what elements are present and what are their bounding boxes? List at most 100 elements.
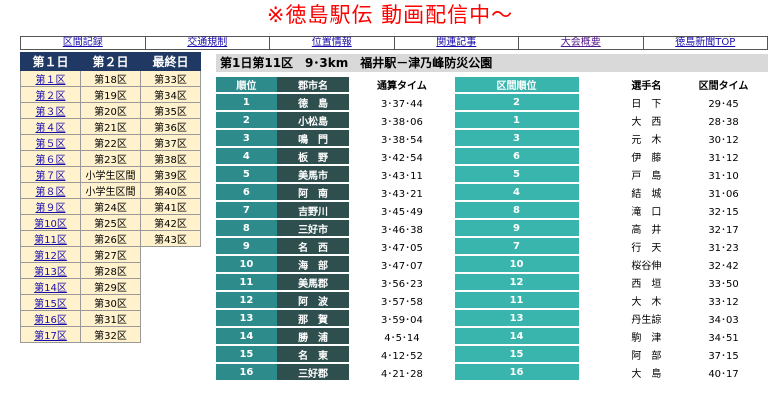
result-row: 7 吉野川 3･45･49 8 滝 口 32･15 (216, 202, 768, 218)
section-link-day1-14[interactable]: 第14区 (20, 278, 81, 295)
runner-cell: 高 井 (631, 224, 662, 236)
section-rank-cell: 4 (454, 184, 579, 200)
section-link-day3-10[interactable]: 第42区 (140, 214, 201, 231)
result-row: 14 勝 浦 4･5･14 14 駒 津 34･51 (216, 328, 768, 344)
team-cell: 三好市 (276, 220, 350, 236)
section-link-day1-10[interactable]: 第10区 (20, 214, 81, 231)
section-link-day2-13[interactable]: 第28区 (80, 262, 141, 279)
rank-cell: 15 (216, 346, 277, 362)
section-link-day2-14[interactable]: 第29区 (80, 278, 141, 295)
runner-cell: 元 木 (631, 134, 662, 146)
section-link-day1-5[interactable]: 第５区 (20, 134, 81, 151)
section-link-day2-3[interactable]: 第20区 (80, 102, 141, 119)
section-link-day3-2[interactable]: 第34区 (140, 86, 201, 103)
section-link-day3-5[interactable]: 第37区 (140, 134, 201, 151)
section-link-day1-16[interactable]: 第16区 (20, 310, 81, 327)
rank-cell: 5 (216, 166, 277, 182)
result-row: 2 小松島 3･38･06 1 大 西 28･38 (216, 112, 768, 128)
result-row: 15 名 東 4･12･52 15 阿 部 37･15 (216, 346, 768, 362)
section-link-day2-9[interactable]: 第24区 (80, 198, 141, 215)
section-link-day1-13[interactable]: 第13区 (20, 262, 81, 279)
section-time-cell: 29･45 (708, 98, 739, 110)
rank-cell: 9 (216, 238, 277, 254)
section-row: 第８区 小学生区間 第40区 (20, 182, 201, 199)
total-time-cell: 3･59･04 (381, 314, 423, 326)
nav-tokushima-shimbun-top[interactable]: 徳島新聞TOP (675, 37, 736, 48)
section-link-day3-4[interactable]: 第36区 (140, 118, 201, 135)
section-link-day1-11[interactable]: 第11区 (20, 230, 81, 247)
section-link-day2-7[interactable]: 小学生区間 (80, 166, 141, 183)
nav-related-articles[interactable]: 関連記事 (395, 37, 519, 49)
section-link-day2-10[interactable]: 第25区 (80, 214, 141, 231)
total-time-cell: 3･42･54 (381, 152, 423, 164)
section-time-cell: 31･23 (708, 242, 739, 254)
rank-cell: 3 (216, 130, 277, 146)
section-time-cell: 31･12 (708, 152, 739, 164)
nav-event-overview[interactable]: 大会概要 (519, 37, 644, 49)
total-time-cell: 3･37･44 (381, 98, 423, 110)
section-link-day3-6[interactable]: 第38区 (140, 150, 201, 167)
section-empty-cell (140, 326, 201, 343)
section-link-day3-11[interactable]: 第43区 (140, 230, 201, 247)
section-link-day2-6[interactable]: 第23区 (80, 150, 141, 167)
live-stream-banner[interactable]: ※徳島駅伝 動画配信中～ (266, 3, 514, 27)
gap-cell (579, 112, 614, 128)
team-cell: 美馬郡 (276, 274, 350, 290)
rank-cell: 1 (216, 94, 277, 110)
section-rank-cell: 12 (454, 274, 579, 290)
section-rank-cell: 15 (454, 346, 579, 362)
team-cell: 勝 浦 (276, 328, 350, 344)
nav-traffic-control[interactable]: 交通規制 (146, 37, 270, 49)
section-link-day1-17[interactable]: 第17区 (20, 326, 81, 343)
total-time-cell: 4･12･52 (381, 350, 423, 362)
section-row: 第４区 第21区 第36区 (20, 118, 201, 135)
section-link-day1-12[interactable]: 第12区 (20, 246, 81, 263)
rank-cell: 12 (216, 292, 277, 308)
section-link-day2-12[interactable]: 第27区 (80, 246, 141, 263)
section-link-day3-9[interactable]: 第41区 (140, 198, 201, 215)
section-rank-cell: 6 (454, 148, 579, 164)
team-cell: 板 野 (276, 148, 350, 164)
section-link-day1-3[interactable]: 第３区 (20, 102, 81, 119)
section-link-day1-6[interactable]: 第６区 (20, 150, 81, 167)
section-time-cell: 34･03 (708, 314, 739, 326)
section-link-day2-16[interactable]: 第31区 (80, 310, 141, 327)
section-link-day1-8[interactable]: 第８区 (20, 182, 81, 199)
result-row: 16 三好郡 4･21･28 16 大 島 40･17 (216, 364, 768, 380)
section-link-day2-4[interactable]: 第21区 (80, 118, 141, 135)
section-link-day1-2[interactable]: 第２区 (20, 86, 81, 103)
total-time-cell: 3･57･58 (381, 296, 423, 308)
section-link-day1-7[interactable]: 第７区 (20, 166, 81, 183)
team-cell: 名 西 (276, 238, 350, 254)
section-link-day2-11[interactable]: 第26区 (80, 230, 141, 247)
section-link-day1-1[interactable]: 第１区 (20, 70, 81, 87)
section-link-day2-15[interactable]: 第30区 (80, 294, 141, 311)
gap-cell (579, 328, 614, 344)
nav-location-info[interactable]: 位置情報 (270, 37, 395, 49)
result-row: 10 海 部 3･47･07 10 桜谷伸 32･42 (216, 256, 768, 272)
section-link-day1-4[interactable]: 第４区 (20, 118, 81, 135)
section-link-day1-15[interactable]: 第15区 (20, 294, 81, 311)
section-link-day2-1[interactable]: 第18区 (80, 70, 141, 87)
section-link-day3-7[interactable]: 第39区 (140, 166, 201, 183)
col-rank-header: 順位 (216, 77, 277, 92)
section-link-day2-2[interactable]: 第19区 (80, 86, 141, 103)
section-link-day2-8[interactable]: 小学生区間 (80, 182, 141, 199)
total-time-cell: 4･5･14 (384, 332, 420, 344)
section-row: 第12区 第27区 (20, 246, 201, 263)
section-link-day2-5[interactable]: 第22区 (80, 134, 141, 151)
section-rank-cell: 1 (454, 112, 579, 128)
rank-cell: 14 (216, 328, 277, 344)
section-link-day3-8[interactable]: 第40区 (140, 182, 201, 199)
section-link-day3-1[interactable]: 第33区 (140, 70, 201, 87)
runner-cell: 日 下 (631, 98, 662, 110)
gap-cell (579, 202, 614, 218)
section-link-day1-9[interactable]: 第９区 (20, 198, 81, 215)
nav-section-records[interactable]: 区間記録 (21, 37, 146, 49)
section-link-day2-17[interactable]: 第32区 (80, 326, 141, 343)
team-cell: 美馬市 (276, 166, 350, 182)
section-link-day3-3[interactable]: 第35区 (140, 102, 201, 119)
